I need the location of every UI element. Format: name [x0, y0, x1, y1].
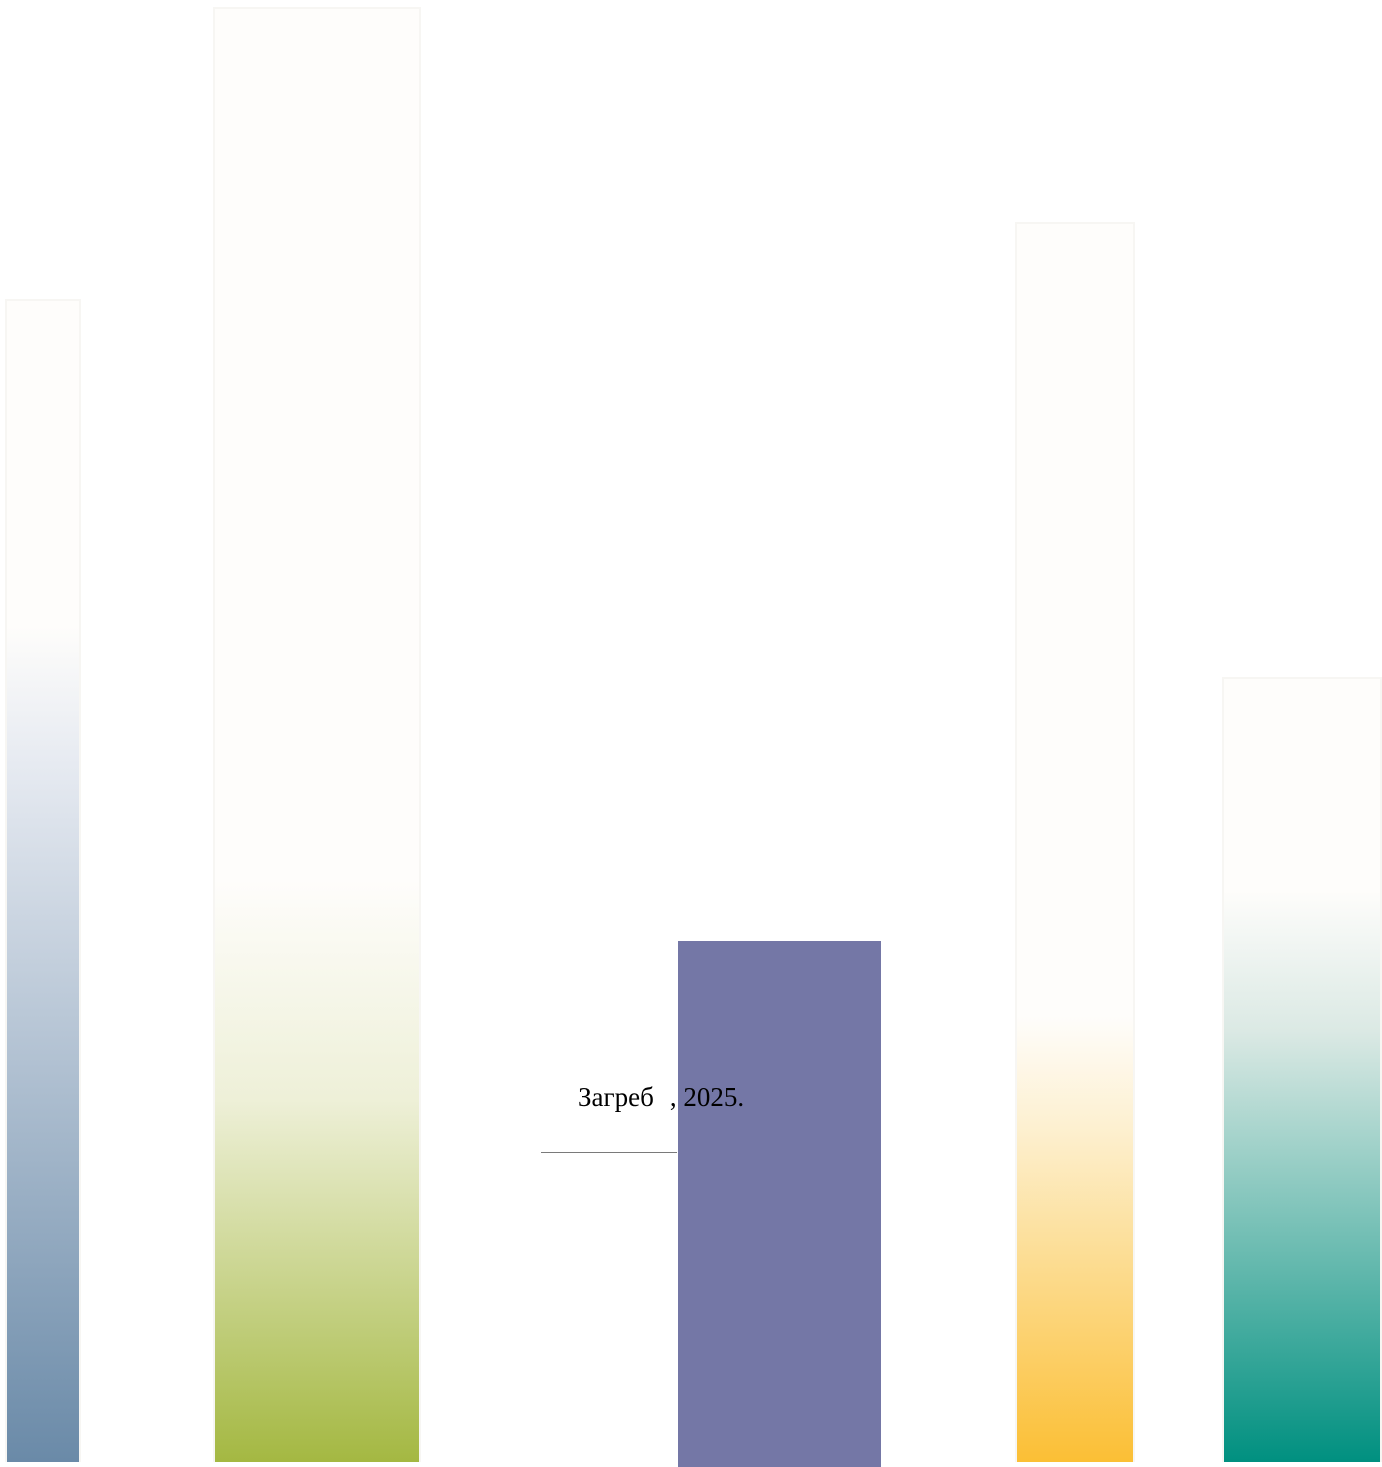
horizontal-rule [541, 1152, 677, 1153]
decorative-bar-amber [1015, 222, 1135, 1462]
decorative-bar-teal [1222, 677, 1382, 1462]
decorative-bar-steel-blue [5, 299, 81, 1462]
place-and-year: Загреб , 2025. [578, 1080, 744, 1114]
year-text: , 2025. [669, 1082, 745, 1112]
decorative-bar-olive-green [213, 7, 421, 1462]
decorative-bar-slate-violet [678, 941, 881, 1467]
city-name: Загреб [578, 1082, 654, 1112]
